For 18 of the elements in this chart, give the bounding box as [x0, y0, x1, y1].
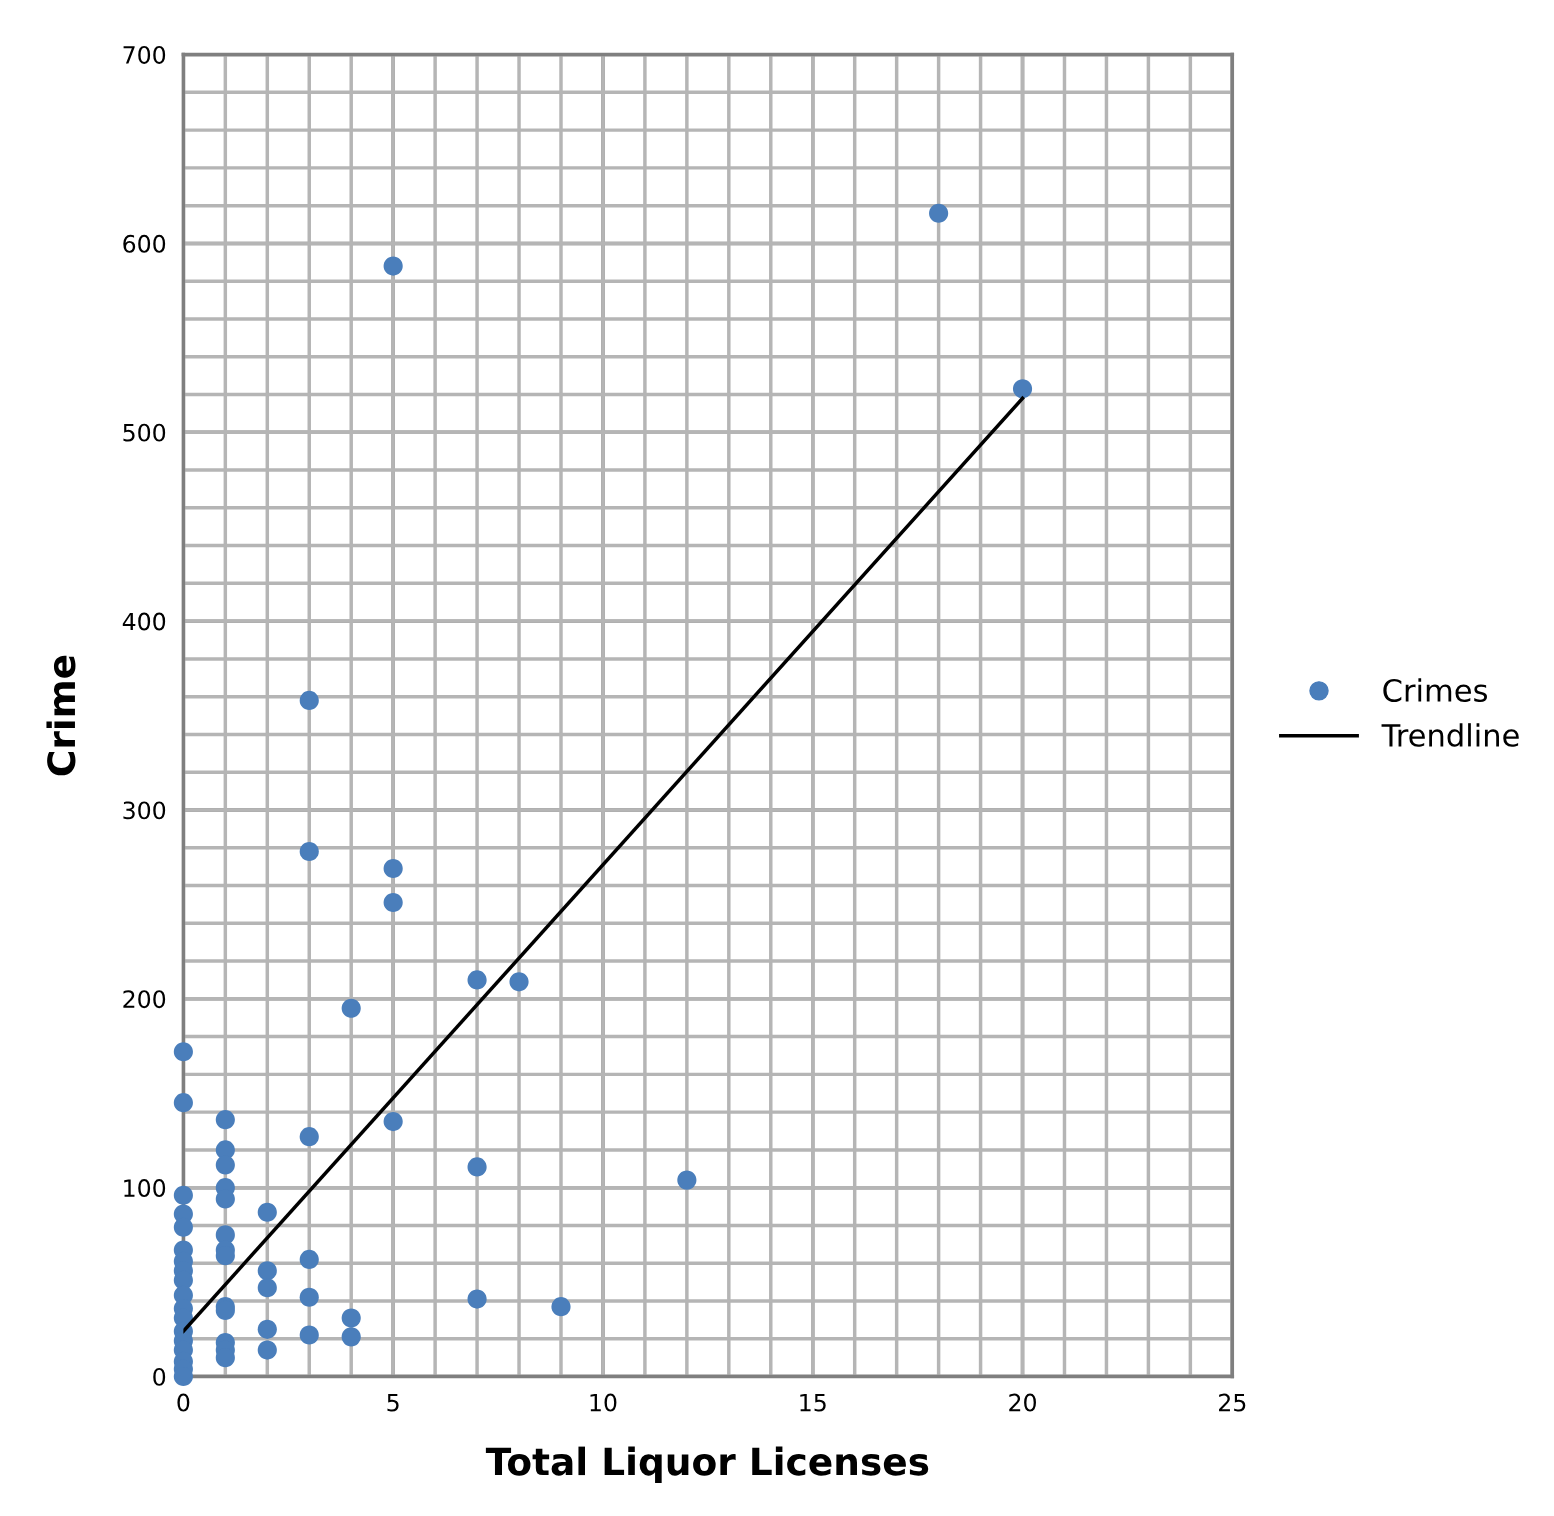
y-tick-label: 0 [153, 1367, 166, 1386]
y-axis-title: Crime [46, 655, 76, 776]
x-tick-label: 15 [800, 1393, 826, 1412]
y-tick-label: 600 [123, 234, 166, 253]
y-tick-label: 200 [123, 990, 166, 1009]
legend-label: Trendline [1381, 723, 1519, 747]
x-axis-title: Total Liquor Licenses [485, 1446, 929, 1483]
x-tick-label: 10 [590, 1393, 617, 1412]
y-tick-label: 500 [123, 423, 166, 442]
x-tick-label: 20 [1009, 1393, 1036, 1412]
y-tick-label: 700 [123, 46, 166, 64]
x-tick-label: 25 [1219, 1393, 1246, 1412]
y-tick-label: 100 [124, 1179, 166, 1197]
x-tick-label: 5 [387, 1393, 399, 1412]
legend-label: Crimes [1383, 678, 1488, 702]
y-tick-label: 300 [123, 801, 166, 820]
y-tick-label: 400 [122, 612, 166, 631]
x-tick-label: 0 [177, 1393, 190, 1412]
